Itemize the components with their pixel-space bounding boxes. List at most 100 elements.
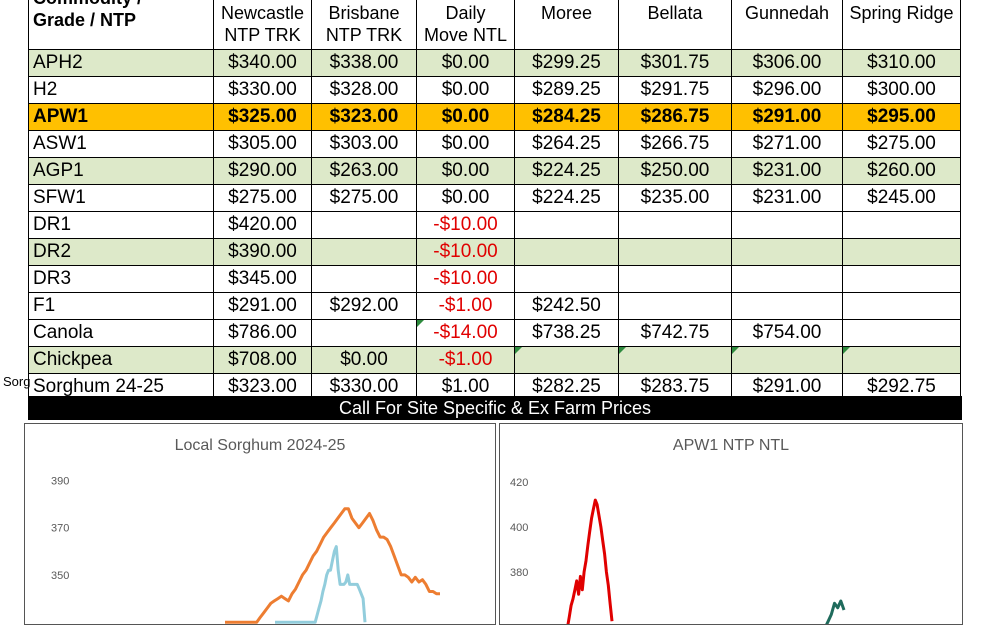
- brisbane-cell: $338.00: [311, 49, 417, 77]
- header-commodity: Commodity / Grade / NTP: [28, 0, 214, 50]
- daily-move-cell: $0.00: [416, 103, 515, 131]
- table-row: APW1 $325.00 $323.00 $0.00 $284.25 $286.75 $29…: [28, 103, 961, 131]
- gunnedah-cell: $231.00: [731, 157, 843, 185]
- table-row: Canola $786.00 -$14.00 $738.25 $742.75 $754.0…: [28, 319, 961, 347]
- bellata-cell: $742.75: [618, 319, 732, 347]
- gunnedah-cell: $296.00: [731, 76, 843, 104]
- table-row: H2 $330.00 $328.00 $0.00 $289.25 $291.75 $296.…: [28, 76, 961, 104]
- grade-cell: AGP1: [28, 157, 214, 185]
- bellata-cell: $286.75: [618, 103, 732, 131]
- grade-cell: ASW1: [28, 130, 214, 158]
- spring-ridge-cell: [842, 292, 961, 320]
- table-row: Sorghum 24-25 $323.00 $330.00 $1.00 $282.25 $…: [28, 373, 961, 401]
- brisbane-cell: $303.00: [311, 130, 417, 158]
- header-line: NTP TRK: [325, 25, 403, 45]
- gunnedah-cell: $306.00: [731, 49, 843, 77]
- moree-cell: $224.25: [514, 157, 619, 185]
- grade-cell: Canola: [28, 319, 214, 347]
- daily-move-cell: $0.00: [416, 76, 515, 104]
- brisbane-cell: $275.00: [311, 184, 417, 212]
- grade-cell: SFW1: [28, 184, 214, 212]
- daily-move-cell: -$10.00: [416, 265, 515, 293]
- spring-ridge-cell: [842, 211, 961, 239]
- spring-ridge-cell: $260.00: [842, 157, 961, 185]
- apw1-price-chart: APW1 NTP NTL 420 400 380: [499, 423, 963, 625]
- spring-ridge-cell: $245.00: [842, 184, 961, 212]
- bellata-cell: $291.75: [618, 76, 732, 104]
- newcastle-cell: $291.00: [213, 292, 312, 320]
- moree-cell: $299.25: [514, 49, 619, 77]
- moree-cell: [514, 211, 619, 239]
- chart-title: APW1 NTP NTL: [672, 437, 790, 454]
- series-line-1: [275, 545, 367, 624]
- newcastle-cell: $290.00: [213, 157, 312, 185]
- header-newcastle: Newcastle NTP TRK: [213, 0, 312, 50]
- moree-cell: $242.50: [514, 292, 619, 320]
- table-row: SFW1 $275.00 $275.00 $0.00 $224.25 $235.00 $23…: [28, 184, 961, 212]
- moree-cell: [514, 265, 619, 293]
- header-line: Newcastle: [220, 3, 305, 23]
- gunnedah-cell: [731, 211, 843, 239]
- brisbane-cell: $292.00: [311, 292, 417, 320]
- gunnedah-cell: $291.00: [731, 103, 843, 131]
- y-tick-label: 380: [510, 567, 528, 579]
- table-row: DR2 $390.00 -$10.00: [28, 238, 961, 266]
- header-bellata: Bellata: [618, 0, 732, 50]
- spring-ridge-cell: [842, 346, 961, 374]
- grade-cell: APH2: [28, 49, 214, 77]
- daily-move-cell: $0.00: [416, 184, 515, 212]
- bellata-cell: $250.00: [618, 157, 732, 185]
- gunnedah-cell: [731, 346, 843, 374]
- grade-cell: Chickpea: [28, 346, 214, 374]
- y-tick-label: 370: [51, 523, 69, 535]
- daily-move-cell: -$14.00: [416, 319, 515, 347]
- gunnedah-cell: $271.00: [731, 130, 843, 158]
- brisbane-cell: [311, 319, 417, 347]
- brisbane-cell: [311, 238, 417, 266]
- gunnedah-cell: $754.00: [731, 319, 843, 347]
- brisbane-cell: $328.00: [311, 76, 417, 104]
- header-line: Daily: [445, 3, 486, 23]
- spring-ridge-cell: [842, 319, 961, 347]
- header-gunnedah: Gunnedah: [731, 0, 843, 50]
- brisbane-cell: [311, 265, 417, 293]
- spring-ridge-cell: $310.00: [842, 49, 961, 77]
- spring-ridge-cell: [842, 265, 961, 293]
- table-row: AGP1 $290.00 $263.00 $0.00 $224.25 $250.00 $23…: [28, 157, 961, 185]
- gunnedah-cell: [731, 238, 843, 266]
- header-line: Move NTL: [423, 25, 508, 45]
- spring-ridge-cell: $275.00: [842, 130, 961, 158]
- newcastle-cell: $390.00: [213, 238, 312, 266]
- series-line-0: [566, 498, 614, 624]
- moree-cell: $224.25: [514, 184, 619, 212]
- table-row: F1 $291.00 $292.00 -$1.00 $242.50: [28, 292, 961, 320]
- header-line: Bellata: [647, 3, 703, 23]
- bellata-cell: [618, 292, 732, 320]
- daily-move-cell: -$1.00: [416, 346, 515, 374]
- grade-cell: APW1: [28, 103, 214, 131]
- daily-move-cell: -$1.00: [416, 292, 515, 320]
- table-row: DR1 $420.00 -$10.00: [28, 211, 961, 239]
- brisbane-cell: [311, 211, 417, 239]
- newcastle-cell: $275.00: [213, 184, 312, 212]
- header-daily-move: Daily Move NTL: [416, 0, 515, 50]
- newcastle-cell: $340.00: [213, 49, 312, 77]
- header-line: Moree: [540, 3, 593, 23]
- newcastle-cell: $708.00: [213, 346, 312, 374]
- daily-move-cell: $0.00: [416, 130, 515, 158]
- newcastle-cell: $420.00: [213, 211, 312, 239]
- sorghum-chart-plot: 390 370 350: [51, 475, 440, 624]
- bellata-cell: $266.75: [618, 130, 732, 158]
- grade-cell: DR3: [28, 265, 214, 293]
- gunnedah-cell: [731, 265, 843, 293]
- bellata-cell: [618, 238, 732, 266]
- newcastle-cell: $345.00: [213, 265, 312, 293]
- moree-cell: [514, 238, 619, 266]
- bellata-cell: $235.00: [618, 184, 732, 212]
- gunnedah-cell: $231.00: [731, 184, 843, 212]
- header-line: Brisbane: [328, 3, 400, 23]
- moree-cell: $289.25: [514, 76, 619, 104]
- table-row: Chickpea $708.00 $0.00 -$1.00: [28, 346, 961, 374]
